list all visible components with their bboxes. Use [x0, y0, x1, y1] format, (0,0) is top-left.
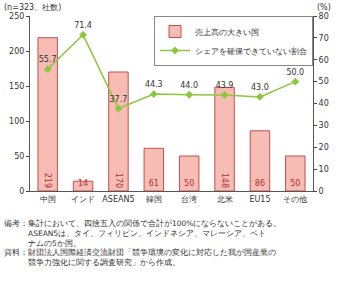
- svg-text:50: 50: [184, 179, 194, 188]
- svg-text:50: 50: [290, 179, 300, 188]
- svg-text:0: 0: [319, 187, 324, 196]
- svg-text:10: 10: [319, 165, 329, 174]
- svg-text:60: 60: [319, 56, 329, 65]
- svg-text:ASEAN5: ASEAN5: [102, 195, 134, 204]
- svg-text:219: 219: [43, 173, 52, 188]
- svg-text:43.9: 43.9: [216, 81, 234, 90]
- svg-text:44.0: 44.0: [180, 81, 198, 90]
- svg-text:61: 61: [149, 179, 159, 188]
- svg-text:55.7: 55.7: [39, 55, 57, 64]
- svg-text:170: 170: [114, 173, 123, 188]
- svg-text:50.0: 50.0: [286, 68, 304, 77]
- svg-text:200: 200: [9, 47, 24, 56]
- svg-text:インド: インド: [71, 195, 95, 204]
- svg-text:台湾: 台湾: [181, 195, 197, 204]
- svg-text:80: 80: [319, 12, 329, 21]
- svg-text:シェアを確保できていない割合: シェアを確保できていない割合: [195, 47, 307, 56]
- svg-text:86: 86: [255, 179, 265, 188]
- svg-text:150: 150: [9, 82, 24, 91]
- svg-text:37.7: 37.7: [110, 95, 128, 104]
- svg-text:(n=323、社数): (n=323、社数): [4, 3, 61, 12]
- svg-text:50: 50: [14, 152, 24, 161]
- svg-text:70: 70: [319, 34, 329, 43]
- svg-text:44.3: 44.3: [145, 80, 163, 89]
- svg-text:71.4: 71.4: [74, 21, 92, 30]
- svg-text:30: 30: [319, 121, 329, 130]
- svg-text:100: 100: [9, 117, 24, 126]
- svg-text:40: 40: [319, 99, 329, 108]
- svg-text:その他: その他: [283, 195, 307, 204]
- svg-text:韓国: 韓国: [146, 195, 162, 204]
- svg-text:14: 14: [78, 179, 88, 188]
- svg-text:EU15: EU15: [249, 195, 270, 204]
- svg-text:148: 148: [220, 173, 229, 188]
- svg-text:北米: 北米: [217, 195, 233, 204]
- svg-text:備考：集計において、四捨五入の関係で合計が100%にならない: 備考：集計において、四捨五入の関係で合計が100%にならないことがある。 ASE…: [4, 219, 281, 267]
- svg-text:(%): (%): [317, 3, 331, 12]
- svg-text:50: 50: [319, 77, 329, 86]
- svg-text:0: 0: [19, 187, 24, 196]
- svg-text:43.0: 43.0: [251, 83, 269, 92]
- svg-text:売上高の大きい国: 売上高の大きい国: [195, 28, 259, 37]
- svg-text:250: 250: [9, 12, 24, 21]
- svg-text:中国: 中国: [40, 195, 56, 204]
- svg-text:20: 20: [319, 143, 329, 152]
